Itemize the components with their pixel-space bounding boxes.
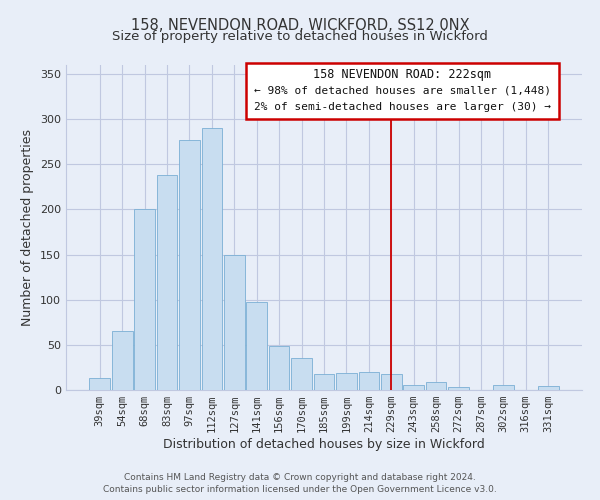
Bar: [336, 373, 357, 390]
Bar: [359, 372, 379, 390]
Bar: [224, 254, 245, 390]
Bar: [202, 128, 222, 390]
Bar: [89, 378, 110, 390]
Bar: [403, 386, 424, 390]
Bar: [448, 388, 469, 390]
Bar: [157, 175, 178, 390]
Bar: [291, 358, 312, 390]
Text: 2% of semi-detached houses are larger (30) →: 2% of semi-detached houses are larger (3…: [254, 102, 551, 112]
Bar: [426, 382, 446, 390]
Bar: [247, 302, 267, 390]
Bar: [134, 210, 155, 390]
Bar: [112, 332, 133, 390]
Y-axis label: Number of detached properties: Number of detached properties: [22, 129, 34, 326]
Bar: [538, 386, 559, 390]
Bar: [381, 374, 401, 390]
Text: Contains HM Land Registry data © Crown copyright and database right 2024.
Contai: Contains HM Land Registry data © Crown c…: [103, 472, 497, 494]
X-axis label: Distribution of detached houses by size in Wickford: Distribution of detached houses by size …: [163, 438, 485, 451]
Text: 158 NEVENDON ROAD: 222sqm: 158 NEVENDON ROAD: 222sqm: [313, 68, 491, 81]
Text: Size of property relative to detached houses in Wickford: Size of property relative to detached ho…: [112, 30, 488, 43]
Bar: [179, 140, 200, 390]
Text: 158, NEVENDON ROAD, WICKFORD, SS12 0NX: 158, NEVENDON ROAD, WICKFORD, SS12 0NX: [131, 18, 469, 32]
Bar: [314, 374, 334, 390]
Bar: [493, 386, 514, 390]
FancyBboxPatch shape: [245, 63, 559, 119]
Text: ← 98% of detached houses are smaller (1,448): ← 98% of detached houses are smaller (1,…: [254, 85, 551, 95]
Bar: [269, 346, 289, 390]
